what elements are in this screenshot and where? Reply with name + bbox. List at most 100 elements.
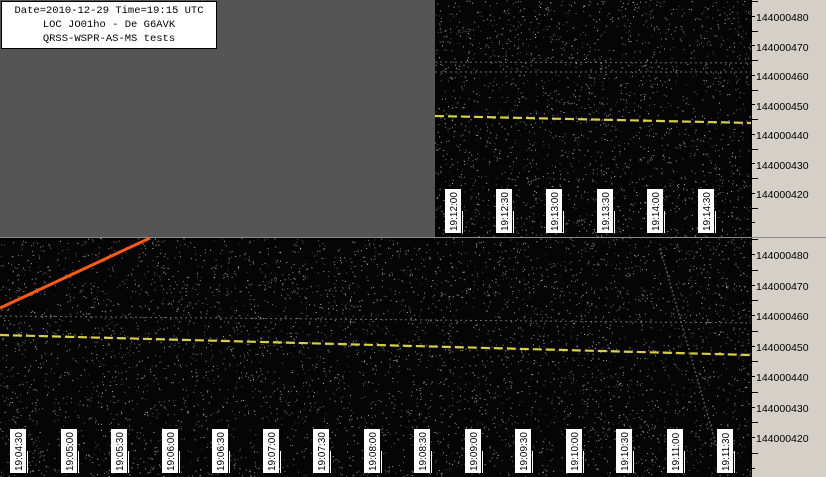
frequency-tick — [752, 15, 755, 17]
time-label-text: 19:12:00 — [449, 192, 460, 231]
info-mode: QRSS-WSPR-AS-MS tests — [42, 33, 176, 45]
frequency-tick — [752, 178, 758, 179]
frequency-tick — [752, 30, 758, 32]
frequency-label: 144000450 — [756, 341, 809, 354]
frequency-tick — [752, 89, 758, 91]
frequency-label: 144000450 — [756, 100, 809, 113]
frequency-label: 144000430 — [756, 402, 809, 415]
time-tick — [481, 451, 483, 473]
time-tick — [431, 451, 432, 473]
spectrogram-bottom[interactable]: 19:04:30 19:05:00 19:05:30 19:06:00 19:06:30… — [0, 237, 751, 477]
time-tick — [27, 451, 28, 473]
time-tick — [178, 451, 180, 473]
time-label: 19:05:30 — [111, 429, 127, 473]
spectrogram-top-traces — [435, 0, 751, 237]
time-tick — [563, 211, 564, 233]
time-tick — [613, 211, 615, 233]
spectrogram-top[interactable]: 19:12:00 19:12:30 19:13:00 19:13:30 19:14:00… — [435, 0, 751, 237]
time-label: 19:11:30 — [717, 429, 733, 473]
time-label: 19:05:00 — [60, 429, 77, 473]
time-label: 19:14:30 — [697, 189, 714, 233]
time-label-text: 19:08:30 — [418, 432, 429, 471]
frequency-tick — [752, 45, 755, 47]
time-label: 19:04:30 — [10, 429, 26, 473]
frequency-tick — [752, 1, 758, 2]
time-tick — [462, 211, 463, 233]
frequency-label: 144000480 — [756, 12, 809, 24]
time-label-text: 19:14:30 — [701, 192, 713, 231]
faint-carrier-trace — [0, 315, 751, 324]
frequency-scale-top: 144000480 144000470 144000460 144000450 1440… — [751, 0, 826, 237]
frequency-label: 144000460 — [756, 311, 809, 323]
time-label-text: 19:06:30 — [216, 432, 227, 471]
time-label-text: 19:13:30 — [600, 192, 612, 231]
frequency-tick — [752, 60, 758, 61]
frequency-tick — [752, 467, 755, 469]
signal-trace-top — [435, 114, 751, 125]
faint-diagonal-streak — [659, 247, 721, 459]
frequency-tick — [752, 269, 758, 271]
time-label-text: 19:11:30 — [721, 432, 732, 471]
time-tick — [734, 451, 735, 473]
time-label-text: 19:09:30 — [519, 432, 530, 471]
time-tick — [279, 451, 281, 473]
time-label: 19:09:30 — [515, 429, 531, 473]
time-label-text: 19:04:30 — [14, 432, 25, 471]
frequency-tick — [752, 315, 755, 317]
frequency-tick — [752, 163, 755, 165]
time-label: 19:08:30 — [414, 429, 430, 473]
frequency-tick — [752, 361, 758, 362]
time-label-text: 19:06:00 — [165, 432, 177, 471]
time-label: 19:07:00 — [262, 429, 279, 473]
frequency-tick — [752, 148, 758, 150]
time-label: 19:12:00 — [445, 189, 461, 233]
time-label-text: 19:14:00 — [651, 192, 662, 231]
time-label: 19:08:00 — [363, 429, 380, 473]
frequency-label: 144000430 — [756, 159, 809, 172]
info-locator: LOC JO01ho - De G6AVK — [42, 19, 176, 31]
frequency-tick — [752, 239, 758, 240]
frequency-scale-bottom: 144000480 144000470 144000460 144000450 1440… — [751, 237, 826, 477]
frequency-label: 144000440 — [756, 130, 809, 142]
time-label: 19:12:30 — [495, 189, 512, 233]
frequency-label: 144000470 — [756, 41, 809, 54]
frequency-tick — [752, 391, 758, 393]
frequency-label: 144000420 — [756, 189, 809, 201]
time-label: 19:07:30 — [313, 429, 329, 473]
frequency-label: 144000460 — [756, 71, 809, 83]
time-label: 19:11:00 — [666, 429, 683, 473]
faint-carrier-trace — [435, 61, 751, 64]
time-label-text: 19:05:30 — [115, 432, 126, 471]
time-label-text: 19:07:00 — [266, 432, 278, 471]
time-label-text: 19:12:30 — [499, 192, 511, 231]
meteor-trace — [0, 238, 151, 310]
time-tick — [714, 211, 716, 233]
frequency-tick — [752, 133, 755, 135]
frequency-tick — [752, 437, 755, 439]
time-tick — [128, 451, 129, 473]
info-date-time: Date=2010-12-29 Time=19:15 UTC — [14, 5, 204, 17]
time-label-text: 19:13:00 — [550, 192, 561, 231]
frequency-tick — [752, 284, 755, 286]
frequency-tick — [752, 207, 758, 209]
info-box: Date=2010-12-29 Time=19:15 UTC LOC JO01h… — [1, 1, 217, 49]
signal-trace-bottom — [0, 333, 751, 357]
time-tick — [532, 451, 533, 473]
time-label: 19:13:30 — [596, 189, 613, 233]
frequency-tick — [752, 300, 758, 301]
frequency-tick — [752, 119, 758, 120]
frequency-label: 144000420 — [756, 433, 809, 445]
time-label-text: 19:07:30 — [317, 432, 328, 471]
time-label: 19:10:30 — [616, 429, 632, 473]
time-label: 19:09:00 — [464, 429, 481, 473]
frequency-tick — [752, 254, 755, 256]
frequency-tick — [752, 192, 755, 194]
frequency-tick — [752, 406, 755, 408]
time-label: 19:14:00 — [647, 189, 663, 233]
time-label: 19:06:00 — [161, 429, 178, 473]
time-tick — [380, 451, 382, 473]
time-tick — [582, 451, 584, 473]
frequency-tick — [752, 345, 755, 347]
time-label-text: 19:11:00 — [670, 432, 682, 471]
time-label-text: 19:08:00 — [367, 432, 379, 471]
